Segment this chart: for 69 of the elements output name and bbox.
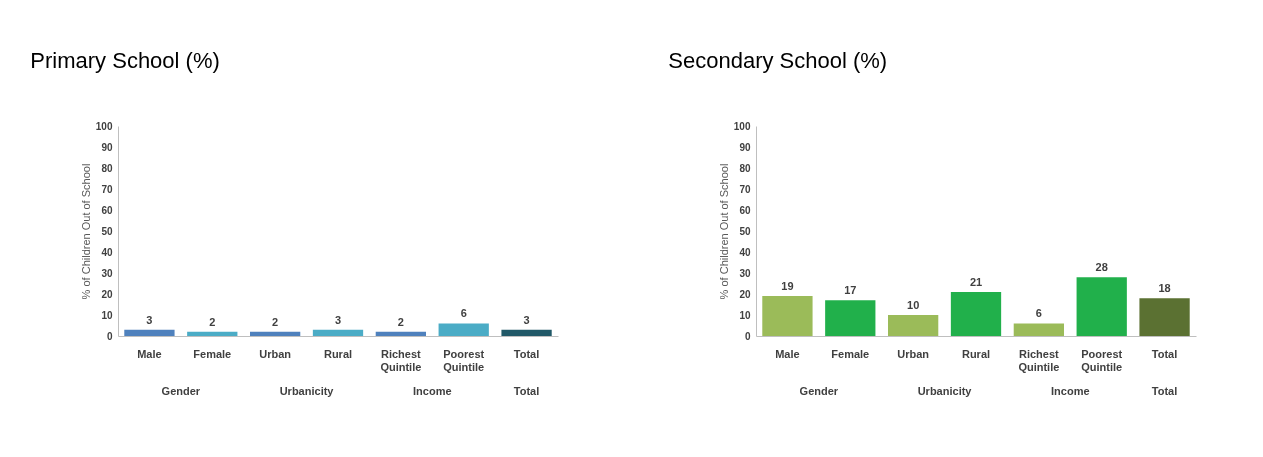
y-tick-label: 10 — [739, 309, 751, 321]
x-tick-label: Poorest Quintile — [443, 347, 485, 373]
x-tick-label: Total — [513, 347, 540, 360]
data-label: 17 — [844, 284, 857, 297]
y-axis-title: % of Children Out of School — [717, 163, 730, 300]
x-tick-label: Rural — [323, 347, 353, 360]
x-tick-label: Poorest Quintile — [1081, 347, 1123, 373]
x-tick-label: Rural — [961, 347, 991, 360]
data-label: 21 — [969, 275, 983, 288]
data-label: 2 — [272, 315, 279, 328]
text: Gender — [799, 385, 839, 397]
y-tick-label: 90 — [739, 141, 751, 153]
y-tick-label: 70 — [101, 183, 113, 195]
y-tick-label: 80 — [101, 162, 113, 174]
y-tick-label: 40 — [101, 246, 113, 258]
data-label: 19 — [781, 280, 794, 293]
x-tick-label: Urban — [897, 347, 930, 360]
y-tick-label: 0 — [106, 330, 113, 342]
text: Urbanicity — [279, 385, 335, 397]
text: Gender — [161, 385, 201, 397]
data-label: 6 — [460, 307, 467, 320]
bar — [762, 296, 813, 336]
y-tick-label: 40 — [739, 246, 751, 258]
y-tick-label: 100 — [733, 120, 751, 132]
y-tick-label: 70 — [739, 183, 751, 195]
text: Total — [513, 385, 540, 397]
x-tick-label: Urban — [259, 347, 292, 360]
y-tick-label: 100 — [95, 120, 113, 132]
x-tick-label: Total — [1151, 347, 1178, 360]
y-tick-label: 30 — [101, 267, 113, 279]
y-tick-label: 80 — [739, 162, 751, 174]
bar — [825, 300, 876, 336]
bar — [1139, 298, 1190, 336]
data-label: 28 — [1095, 261, 1108, 274]
x-tick-label: Male — [137, 347, 162, 360]
data-label: 2 — [397, 315, 404, 328]
data-label: 3 — [334, 313, 342, 326]
data-label: 10 — [907, 299, 920, 311]
data-label: 18 — [1158, 282, 1171, 295]
y-tick-label: 30 — [739, 267, 751, 279]
data-label: 3 — [146, 313, 153, 326]
y-tick-label: 60 — [739, 204, 751, 216]
chart-title: Secondary School (%) — [668, 48, 888, 73]
x-tick-label: Female — [193, 347, 232, 360]
text: Income — [1051, 385, 1090, 397]
y-tick-label: 60 — [101, 204, 113, 216]
bar — [950, 291, 1002, 336]
y-tick-label: 50 — [739, 225, 751, 237]
y-tick-label: 10 — [101, 309, 113, 321]
text: Total — [1151, 385, 1178, 397]
text: Income — [413, 385, 452, 397]
x-tick-label: Richest Quintile — [380, 347, 422, 373]
y-tick-label: 0 — [744, 330, 751, 342]
data-label: 2 — [209, 315, 216, 328]
y-tick-label: 50 — [101, 225, 113, 237]
bar — [1076, 277, 1127, 336]
data-label: 3 — [523, 313, 530, 326]
x-tick-label: Female — [831, 347, 870, 360]
y-tick-label: 20 — [739, 288, 751, 300]
bar — [888, 315, 939, 336]
y-tick-label: 90 — [101, 141, 113, 153]
chart-title: Primary School (%) — [30, 48, 220, 73]
y-axis-title: % of Children Out of School — [79, 163, 92, 300]
data-label: 6 — [1035, 307, 1042, 320]
x-tick-label: Richest Quintile — [1018, 347, 1060, 373]
y-tick-label: 20 — [101, 288, 113, 300]
bar — [1013, 323, 1064, 336]
x-tick-label: Male — [775, 347, 800, 360]
text: Urbanicity — [917, 385, 973, 397]
